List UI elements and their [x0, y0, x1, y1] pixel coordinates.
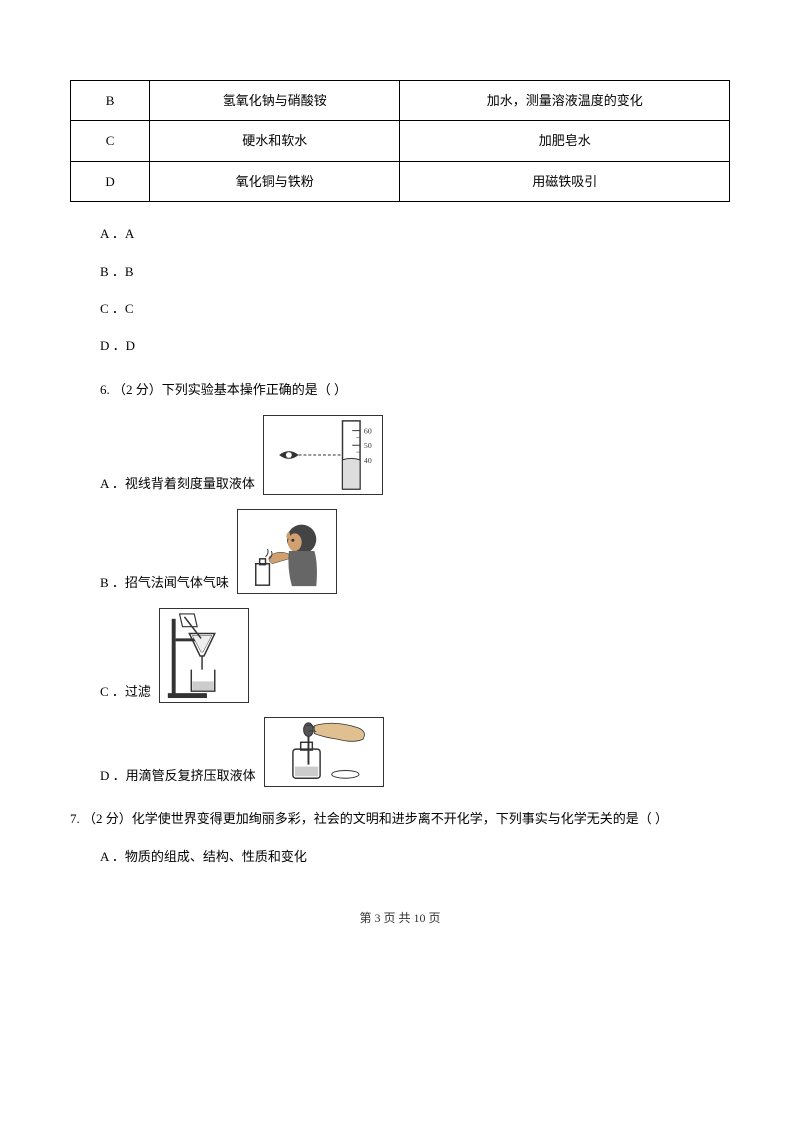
q6-option-c: C ．过滤	[100, 608, 730, 703]
q6-option-b-label: B ．招气法闻气体气味	[100, 571, 229, 594]
question-6-stem: 6. （2 分）下列实验基本操作正确的是（ ）	[100, 378, 730, 401]
q6-option-b: B ．招气法闻气体气味	[100, 509, 730, 594]
option-b: B ．B	[100, 260, 730, 283]
q6-option-d: D ．用滴管反复挤压取液体	[100, 717, 730, 787]
smelling-gas-icon	[237, 509, 337, 594]
table-row: B 氢氧化钠与硝酸铵 加水，测量溶液温度的变化	[71, 81, 730, 121]
filtration-icon	[159, 608, 249, 703]
comparison-table: B 氢氧化钠与硝酸铵 加水，测量溶液温度的变化 C 硬水和软水 加肥皂水 D 氧…	[70, 80, 730, 202]
q7-option-a: A ．物质的组成、结构、性质和变化	[100, 845, 730, 868]
cell-substance: 氢氧化钠与硝酸铵	[150, 81, 400, 121]
cell-method: 用磁铁吸引	[400, 161, 730, 201]
question-7-stem: 7. （2 分）化学使世界变得更加绚丽多彩，社会的文明和进步离不开化学，下列事实…	[70, 807, 730, 830]
q6-option-a-label: A ．视线背着刻度量取液体	[100, 472, 255, 495]
svg-text:50: 50	[364, 441, 372, 450]
table-row: D 氧化铜与铁粉 用磁铁吸引	[71, 161, 730, 201]
cell-label: D	[71, 161, 150, 201]
cell-substance: 氧化铜与铁粉	[150, 161, 400, 201]
cell-label: C	[71, 121, 150, 161]
q6-option-d-label: D ．用滴管反复挤压取液体	[100, 764, 256, 787]
option-d: D ．D	[100, 334, 730, 357]
cylinder-reading-icon: 60 50 40	[263, 415, 383, 495]
q6-option-a: A ．视线背着刻度量取液体 60 50 40	[100, 415, 730, 495]
option-a: A ．A	[100, 222, 730, 245]
svg-text:60: 60	[364, 427, 372, 436]
cell-method: 加水，测量溶液温度的变化	[400, 81, 730, 121]
page-footer: 第 3 页 共 10 页	[70, 908, 730, 930]
svg-text:40: 40	[364, 456, 372, 465]
cell-substance: 硬水和软水	[150, 121, 400, 161]
q6-option-c-label: C ．过滤	[100, 680, 151, 703]
cell-method: 加肥皂水	[400, 121, 730, 161]
dropper-squeeze-icon	[264, 717, 384, 787]
option-c: C ．C	[100, 297, 730, 320]
table-row: C 硬水和软水 加肥皂水	[71, 121, 730, 161]
cell-label: B	[71, 81, 150, 121]
